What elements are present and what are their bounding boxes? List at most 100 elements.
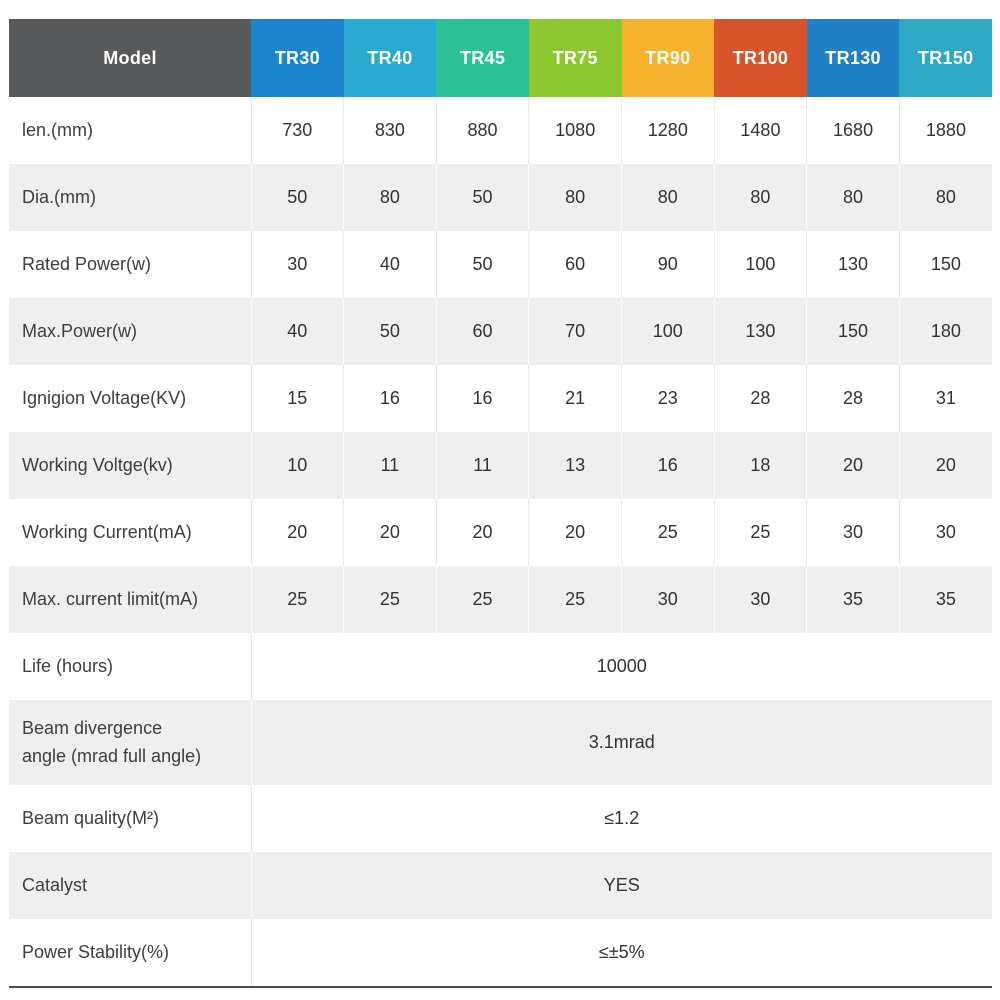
value-cell: 23 <box>621 365 715 432</box>
row-power-stability: Power Stability(%) ≤±5% <box>9 919 992 987</box>
value-cell: 16 <box>435 365 529 432</box>
row-label: Beam quality(M²) <box>22 807 160 828</box>
merged-value-cell: 3.1mrad <box>250 700 992 785</box>
value-cell: 25 <box>621 499 715 566</box>
value-cell: 80 <box>898 164 992 231</box>
value-cell: 80 <box>343 164 437 231</box>
value-cell: 150 <box>898 231 992 298</box>
value-cell: 730 <box>250 97 344 164</box>
value-cell: 28 <box>806 365 900 432</box>
value-cell: 30 <box>898 499 992 566</box>
value-cell: 20 <box>435 499 529 566</box>
header-tr40: TR40 <box>343 19 437 97</box>
row-beam-quality: Beam quality(M²) ≤1.2 <box>9 785 992 852</box>
value-cell: 180 <box>898 298 992 365</box>
row-working-voltage: Working Voltge(kv) 10 11 11 13 16 18 20 … <box>9 432 992 499</box>
row-label: len.(mm) <box>22 119 93 140</box>
value-cell: 60 <box>528 231 622 298</box>
header-row: Model TR30 TR40 TR45 TR75 TR90 TR100 TR1… <box>9 19 992 97</box>
value-cell: 31 <box>898 365 992 432</box>
value-cell: 30 <box>713 566 807 633</box>
row-label: Dia.(mm) <box>22 186 96 207</box>
value-cell: 25 <box>528 566 622 633</box>
value-cell: 880 <box>435 97 529 164</box>
value-cell: 1080 <box>528 97 622 164</box>
value-cell: 15 <box>250 365 344 432</box>
row-ignition-voltage: Ignigion Voltage(KV) 15 16 16 21 23 28 2… <box>9 365 992 432</box>
row-catalyst: Catalyst YES <box>9 852 992 919</box>
row-label: Working Current(mA) <box>22 521 192 542</box>
value-cell: 50 <box>435 164 529 231</box>
value-cell: 35 <box>806 566 900 633</box>
row-length: len.(mm) 730 830 880 1080 1280 1480 1680… <box>9 97 992 164</box>
row-label: Max. current limit(mA) <box>22 588 199 609</box>
value-cell: 35 <box>898 566 992 633</box>
row-label: Beam divergence angle (mrad full angle) <box>22 717 202 766</box>
value-cell: 25 <box>250 566 344 633</box>
value-cell: 20 <box>528 499 622 566</box>
row-max-current-limit: Max. current limit(mA) 25 25 25 25 30 30… <box>9 566 992 633</box>
value-cell: 40 <box>343 231 437 298</box>
merged-value-cell: YES <box>250 852 992 919</box>
value-cell: 1480 <box>713 97 807 164</box>
value-cell: 80 <box>528 164 622 231</box>
value-cell: 28 <box>713 365 807 432</box>
value-cell: 18 <box>713 432 807 499</box>
value-cell: 16 <box>343 365 437 432</box>
value-cell: 20 <box>343 499 437 566</box>
value-cell: 130 <box>713 298 807 365</box>
merged-value-cell: 10000 <box>250 633 992 700</box>
value-cell: 830 <box>343 97 437 164</box>
merged-value-cell: ≤1.2 <box>250 785 992 852</box>
row-label: Life (hours) <box>22 655 114 676</box>
value-cell: 80 <box>806 164 900 231</box>
value-cell: 11 <box>343 432 437 499</box>
row-label: Max.Power(w) <box>22 320 138 341</box>
value-cell: 1680 <box>806 97 900 164</box>
row-label: Power Stability(%) <box>22 941 170 962</box>
header-tr130: TR130 <box>806 19 900 97</box>
header-model: Model <box>9 19 251 97</box>
value-cell: 21 <box>528 365 622 432</box>
header-tr100: TR100 <box>714 19 807 97</box>
value-cell: 60 <box>435 298 529 365</box>
table-body: len.(mm) 730 830 880 1080 1280 1480 1680… <box>9 97 992 987</box>
value-cell: 80 <box>621 164 715 231</box>
row-max-power: Max.Power(w) 40 50 60 70 100 130 150 180 <box>9 298 992 365</box>
value-cell: 25 <box>343 566 437 633</box>
merged-value-cell: ≤±5% <box>250 919 992 987</box>
row-diameter: Dia.(mm) 50 80 50 80 80 80 80 80 <box>9 164 992 231</box>
row-rated-power: Rated Power(w) 30 40 50 60 90 100 130 15… <box>9 231 992 298</box>
value-cell: 50 <box>250 164 344 231</box>
value-cell: 20 <box>898 432 992 499</box>
row-life: Life (hours) 10000 <box>9 633 992 700</box>
header-tr150: TR150 <box>899 19 992 97</box>
value-cell: 30 <box>621 566 715 633</box>
value-cell: 50 <box>343 298 437 365</box>
value-cell: 70 <box>528 298 622 365</box>
laser-tube-spec-table: Model TR30 TR40 TR45 TR75 TR90 TR100 TR1… <box>9 19 992 988</box>
row-label: Working Voltge(kv) <box>22 454 173 475</box>
row-label: Rated Power(w) <box>22 253 152 274</box>
value-cell: 150 <box>806 298 900 365</box>
row-label: Catalyst <box>22 874 88 895</box>
value-cell: 1280 <box>621 97 715 164</box>
value-cell: 20 <box>806 432 900 499</box>
value-cell: 90 <box>621 231 715 298</box>
value-cell: 20 <box>250 499 344 566</box>
header-tr90: TR90 <box>621 19 715 97</box>
value-cell: 30 <box>250 231 344 298</box>
table-header: Model TR30 TR40 TR45 TR75 TR90 TR100 TR1… <box>9 19 992 97</box>
value-cell: 16 <box>621 432 715 499</box>
value-cell: 100 <box>621 298 715 365</box>
row-label: Ignigion Voltage(KV) <box>22 387 187 408</box>
value-cell: 100 <box>713 231 807 298</box>
value-cell: 130 <box>806 231 900 298</box>
header-tr75: TR75 <box>528 19 622 97</box>
header-tr45: TR45 <box>436 19 529 97</box>
value-cell: 11 <box>435 432 529 499</box>
header-tr30: TR30 <box>251 19 344 97</box>
value-cell: 13 <box>528 432 622 499</box>
value-cell: 1880 <box>898 97 992 164</box>
